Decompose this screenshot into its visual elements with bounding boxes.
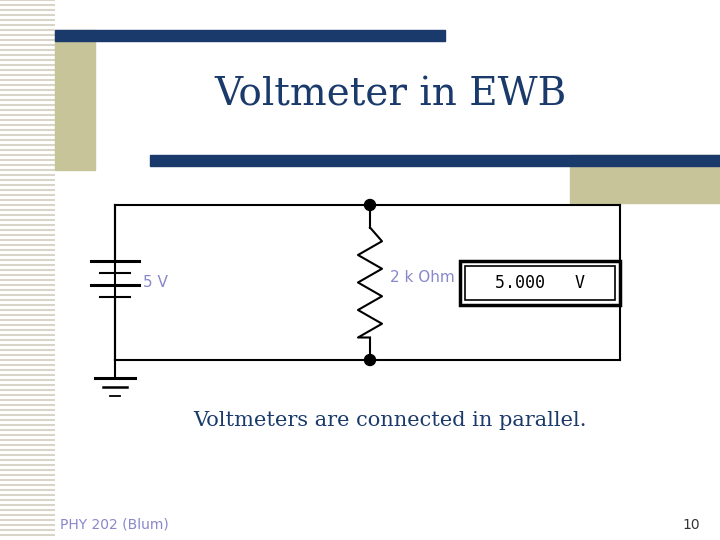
Bar (465, 266, 615, 300)
Bar (460, 260, 620, 305)
Text: Voltmeter in EWB: Voltmeter in EWB (214, 77, 566, 113)
Text: 10: 10 (683, 518, 700, 532)
Text: Voltmeters are connected in parallel.: Voltmeters are connected in parallel. (193, 410, 587, 429)
Circle shape (364, 199, 376, 211)
Bar (150, 155, 720, 166)
Text: 5.000   V: 5.000 V (495, 273, 585, 292)
Circle shape (364, 354, 376, 366)
Bar (55, 30, 445, 41)
Text: PHY 202 (Blum): PHY 202 (Blum) (60, 518, 168, 532)
Text: 2 k Ohm: 2 k Ohm (390, 270, 455, 285)
Bar (55, 30, 95, 170)
Bar (570, 155, 720, 203)
Text: 5 V: 5 V (143, 275, 168, 290)
